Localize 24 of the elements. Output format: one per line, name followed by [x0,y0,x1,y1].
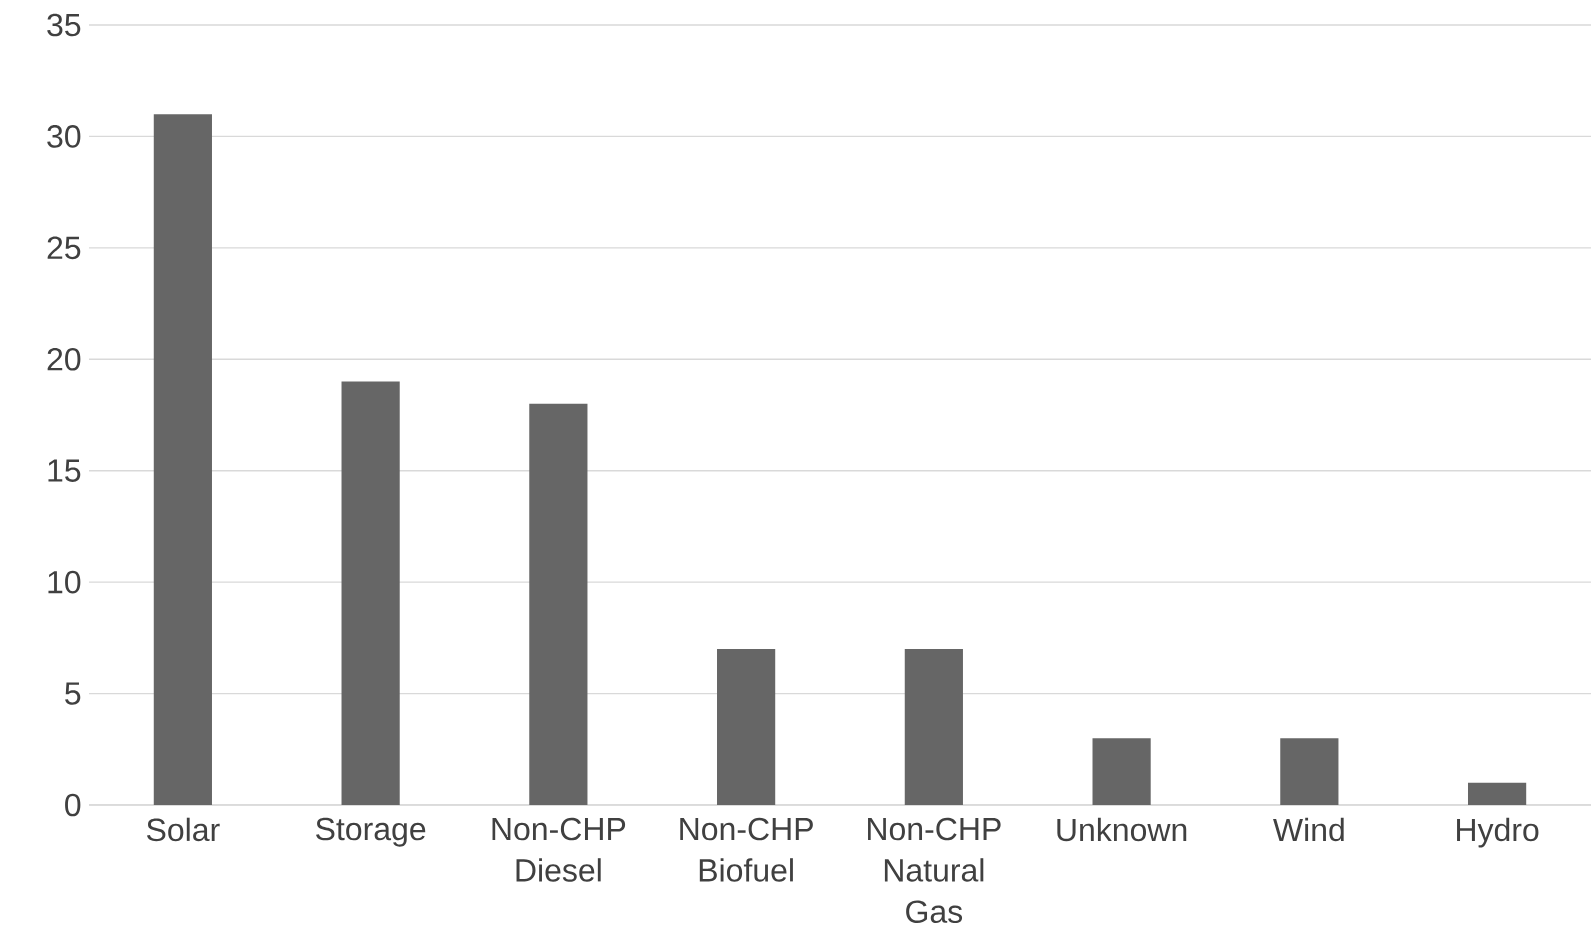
x-tick-label: Non-CHP Diesel [492,817,626,882]
bar [904,649,963,805]
x-tick-label: Storage [316,817,426,847]
bar [529,403,588,805]
x-tick-label: Non-CHP Biofuel [680,817,813,882]
x-tick-label: Solar [146,817,220,842]
y-tick-label: 15 [48,459,81,482]
bar [1092,738,1151,805]
y-tick-label: 35 [47,13,81,37]
y-tick-label: 20 [47,347,81,371]
bar [717,649,776,805]
y-tick-label: 10 [48,570,81,594]
bar [1280,738,1339,805]
x-tick-label: Hydro [1457,817,1539,848]
x-tick-label: Unknown [1057,817,1187,842]
x-tick-label: Wind [1273,817,1344,842]
y-tick-label: 0 [65,793,81,817]
bar [153,114,212,805]
bar [341,381,400,805]
y-tick-label: 30 [47,125,81,148]
bar [1468,782,1527,805]
y-tick-label: 25 [47,236,81,260]
y-tick-label: 5 [65,682,81,705]
x-tick-label: Non-CHP Natural Gas [868,817,1001,924]
